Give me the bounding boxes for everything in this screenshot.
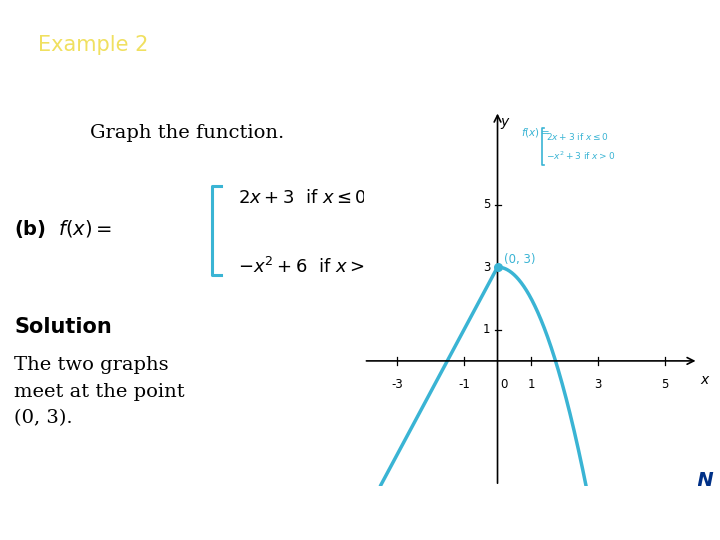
Text: $-x^2 + 6$  if $x > 0$: $-x^2 + 6$ if $x > 0$ xyxy=(238,257,379,277)
Text: 1: 1 xyxy=(482,323,490,336)
Text: PEARSON: PEARSON xyxy=(610,471,715,490)
Text: x: x xyxy=(700,373,708,387)
Text: The two graphs
meet at the point
(0, 3).: The two graphs meet at the point (0, 3). xyxy=(14,356,185,427)
Text: 1: 1 xyxy=(527,378,535,391)
Text: (0, 3): (0, 3) xyxy=(503,253,535,266)
Text: -1: -1 xyxy=(458,378,470,391)
Text: $\mathbf{(b)}$  $f(x) =$: $\mathbf{(b)}$ $f(x) =$ xyxy=(14,218,112,240)
Text: ALWAYS LEARNING: ALWAYS LEARNING xyxy=(14,516,106,526)
Text: 0: 0 xyxy=(500,378,507,391)
Text: GRAPHING PIECEWISE-DEFINED
FUNCTIONS: GRAPHING PIECEWISE-DEFINED FUNCTIONS xyxy=(207,23,600,68)
Text: Graph the function.: Graph the function. xyxy=(90,124,284,142)
Text: Solution: Solution xyxy=(14,317,112,337)
Text: $2x+3$ if $x \leq 0$: $2x+3$ if $x \leq 0$ xyxy=(546,131,608,142)
Text: $-x^2+3$ if $x > 0$: $-x^2+3$ if $x > 0$ xyxy=(546,150,615,162)
Text: 5: 5 xyxy=(483,198,490,211)
Text: y: y xyxy=(501,116,509,130)
Text: Copyright © 2015, 2011, 2005 Pearson Education, Inc.: Copyright © 2015, 2011, 2005 Pearson Edu… xyxy=(217,516,503,526)
Text: $2x + 3$  if $x \leq 0$: $2x + 3$ if $x \leq 0$ xyxy=(238,190,366,207)
Text: 3: 3 xyxy=(594,378,602,391)
Text: 3: 3 xyxy=(483,261,490,274)
Text: Example 2: Example 2 xyxy=(38,35,149,55)
Text: 5: 5 xyxy=(661,378,669,391)
Text: $f(x) =$: $f(x) =$ xyxy=(521,126,551,139)
Text: -3: -3 xyxy=(391,378,403,391)
Text: 14: 14 xyxy=(681,515,698,528)
